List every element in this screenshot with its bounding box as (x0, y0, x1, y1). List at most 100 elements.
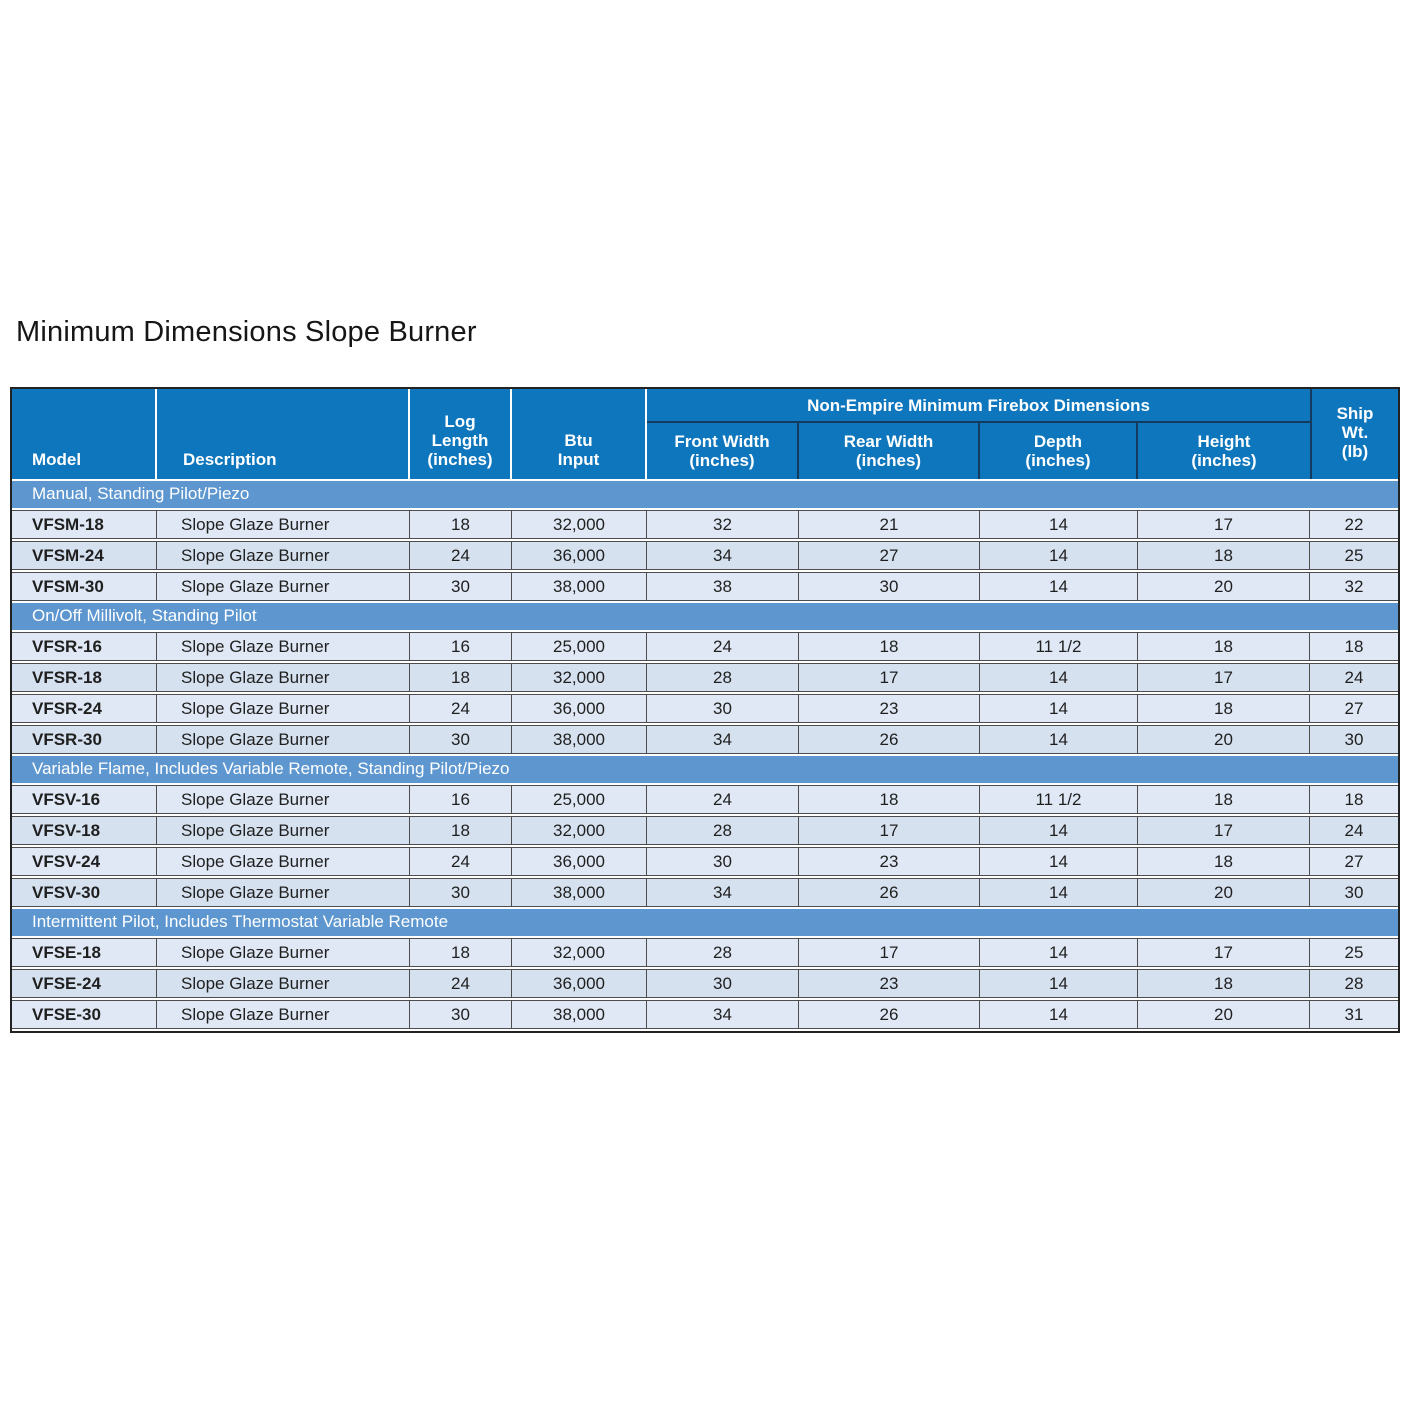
cell-description: Slope Glaze Burner (157, 816, 410, 845)
cell-front-width: 28 (647, 816, 799, 845)
cell-front-width: 34 (647, 1000, 799, 1029)
cell-model: VFSR-30 (12, 725, 157, 754)
table-row: VFSE-30 Slope Glaze Burner 30 38,000 34 26 14 2… (12, 1000, 1398, 1029)
cell-btu-input: 32,000 (512, 938, 647, 967)
table-row: VFSE-24 Slope Glaze Burner 24 36,000 30 23 14 1… (12, 969, 1398, 998)
cell-log-length: 18 (410, 938, 512, 967)
cell-log-length: 24 (410, 694, 512, 723)
cell-height: 17 (1138, 816, 1310, 845)
cell-model: VFSM-30 (12, 572, 157, 601)
cell-description: Slope Glaze Burner (157, 541, 410, 570)
cell-height: 20 (1138, 1000, 1310, 1029)
cell-rear-width: 30 (799, 572, 980, 601)
cell-ship-wt: 31 (1310, 1000, 1398, 1029)
col-header-model: Model (12, 389, 157, 479)
cell-model: VFSR-18 (12, 663, 157, 692)
table-header: Model Description Log Length (inches) Bt… (12, 389, 1398, 479)
cell-rear-width: 18 (799, 632, 980, 661)
cell-log-length: 16 (410, 632, 512, 661)
cell-ship-wt: 30 (1310, 878, 1398, 907)
cell-log-length: 30 (410, 725, 512, 754)
cell-height: 17 (1138, 510, 1310, 539)
cell-rear-width: 18 (799, 785, 980, 814)
cell-depth: 14 (980, 725, 1138, 754)
cell-height: 20 (1138, 878, 1310, 907)
table-body: Manual, Standing Pilot/Piezo VFSM-18 Slope… (12, 481, 1398, 1029)
cell-height: 20 (1138, 725, 1310, 754)
page: Minimum Dimensions Slope Burner Model De… (10, 316, 1400, 1033)
cell-depth: 14 (980, 694, 1138, 723)
cell-depth: 14 (980, 938, 1138, 967)
cell-log-length: 18 (410, 663, 512, 692)
cell-log-length: 18 (410, 510, 512, 539)
cell-rear-width: 26 (799, 878, 980, 907)
cell-ship-wt: 22 (1310, 510, 1398, 539)
cell-log-length: 30 (410, 1000, 512, 1029)
col-header-log-length: Log Length (inches) (410, 389, 512, 479)
table-row: VFSR-30 Slope Glaze Burner 30 38,000 34 26 14 2… (12, 725, 1398, 754)
cell-height: 18 (1138, 632, 1310, 661)
cell-height: 20 (1138, 572, 1310, 601)
cell-description: Slope Glaze Burner (157, 725, 410, 754)
cell-front-width: 28 (647, 938, 799, 967)
cell-rear-width: 26 (799, 1000, 980, 1029)
cell-log-length: 24 (410, 541, 512, 570)
cell-btu-input: 32,000 (512, 816, 647, 845)
col-header-firebox-group: Non-Empire Minimum Firebox Dimensions (647, 389, 1310, 423)
cell-model: VFSV-24 (12, 847, 157, 876)
cell-ship-wt: 18 (1310, 785, 1398, 814)
table-row: VFSR-16 Slope Glaze Burner 16 25,000 24 18 11 … (12, 632, 1398, 661)
cell-rear-width: 21 (799, 510, 980, 539)
cell-depth: 14 (980, 663, 1138, 692)
col-header-height: Height (inches) (1138, 423, 1310, 479)
section-header: On/Off Millivolt, Standing Pilot (12, 603, 1398, 630)
cell-btu-input: 38,000 (512, 725, 647, 754)
cell-depth: 14 (980, 510, 1138, 539)
cell-description: Slope Glaze Burner (157, 1000, 410, 1029)
cell-depth: 14 (980, 572, 1138, 601)
cell-btu-input: 25,000 (512, 632, 647, 661)
table-row: VFSV-24 Slope Glaze Burner 24 36,000 30 23 14 1… (12, 847, 1398, 876)
cell-btu-input: 38,000 (512, 1000, 647, 1029)
table-row: VFSM-30 Slope Glaze Burner 30 38,000 38 30 14 2… (12, 572, 1398, 601)
cell-front-width: 24 (647, 632, 799, 661)
cell-front-width: 34 (647, 878, 799, 907)
cell-depth: 14 (980, 816, 1138, 845)
cell-description: Slope Glaze Burner (157, 632, 410, 661)
cell-log-length: 24 (410, 847, 512, 876)
cell-front-width: 24 (647, 785, 799, 814)
table-row: VFSR-18 Slope Glaze Burner 18 32,000 28 17 14 1… (12, 663, 1398, 692)
table-row: VFSV-18 Slope Glaze Burner 18 32,000 28 17 14 1… (12, 816, 1398, 845)
cell-ship-wt: 32 (1310, 572, 1398, 601)
cell-height: 18 (1138, 847, 1310, 876)
cell-height: 17 (1138, 663, 1310, 692)
cell-btu-input: 38,000 (512, 878, 647, 907)
section-header: Manual, Standing Pilot/Piezo (12, 481, 1398, 508)
cell-ship-wt: 24 (1310, 663, 1398, 692)
cell-ship-wt: 27 (1310, 847, 1398, 876)
cell-ship-wt: 30 (1310, 725, 1398, 754)
col-header-depth: Depth (inches) (980, 423, 1138, 479)
table-row: VFSR-24 Slope Glaze Burner 24 36,000 30 23 14 1… (12, 694, 1398, 723)
cell-description: Slope Glaze Burner (157, 969, 410, 998)
cell-depth: 11 1/2 (980, 632, 1138, 661)
cell-depth: 14 (980, 1000, 1138, 1029)
cell-rear-width: 17 (799, 816, 980, 845)
cell-log-length: 18 (410, 816, 512, 845)
cell-front-width: 34 (647, 541, 799, 570)
cell-model: VFSM-24 (12, 541, 157, 570)
cell-height: 18 (1138, 969, 1310, 998)
cell-depth: 14 (980, 847, 1138, 876)
cell-height: 17 (1138, 938, 1310, 967)
cell-log-length: 30 (410, 572, 512, 601)
cell-front-width: 34 (647, 725, 799, 754)
cell-ship-wt: 25 (1310, 541, 1398, 570)
cell-front-width: 32 (647, 510, 799, 539)
table-row: VFSM-24 Slope Glaze Burner 24 36,000 34 27 14 1… (12, 541, 1398, 570)
cell-description: Slope Glaze Burner (157, 572, 410, 601)
cell-depth: 14 (980, 541, 1138, 570)
cell-btu-input: 36,000 (512, 969, 647, 998)
cell-model: VFSV-18 (12, 816, 157, 845)
cell-model: VFSE-30 (12, 1000, 157, 1029)
col-header-btu-input: Btu Input (512, 389, 647, 479)
